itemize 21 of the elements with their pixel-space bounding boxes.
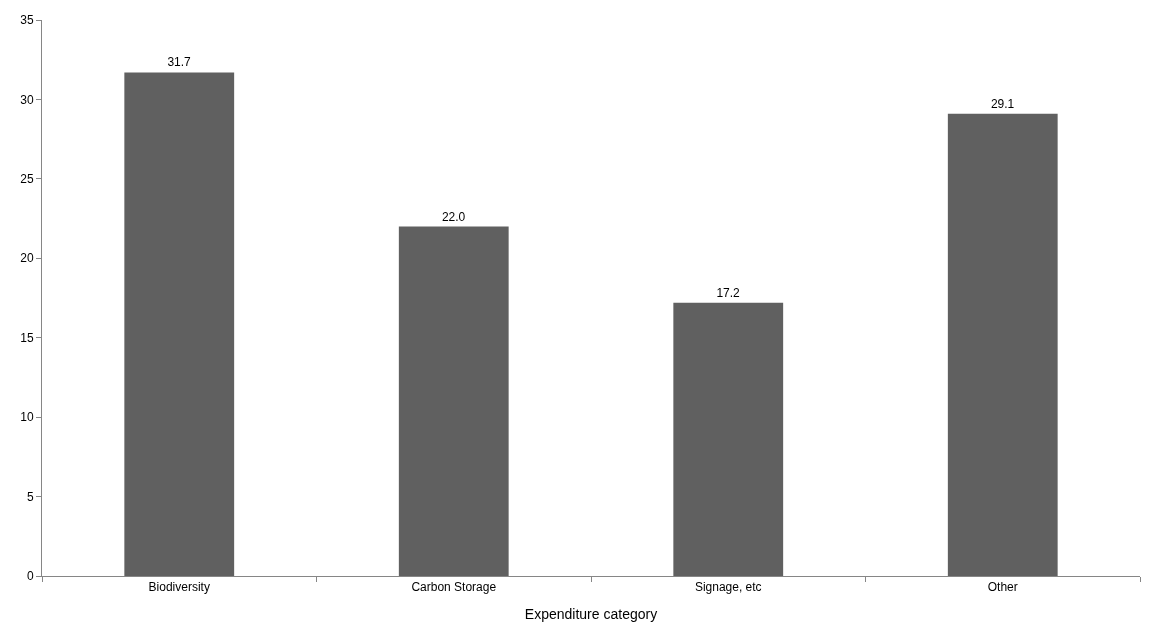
y-tick-label: 20 [20,251,34,266]
x-tick-label: Other [987,580,1018,595]
bar [124,72,235,576]
data-label: 29.1 [990,96,1015,111]
x-tick-label: Signage, etc [694,580,762,595]
y-tick-label: 0 [26,569,34,584]
y-tick-label: 5 [26,489,34,504]
bar [398,226,509,576]
y-tick-label: 15 [20,330,34,345]
y-tick-label: 30 [20,92,34,107]
y-tick-label: 35 [20,13,34,28]
x-axis-title: Expenditure category [524,605,658,622]
bar [947,113,1058,576]
x-tick-label: Biodiversity [148,580,210,595]
data-label: 17.2 [716,285,741,300]
data-label: 22.0 [441,209,466,224]
y-tick-label: 25 [20,172,34,187]
x-tick-label: Carbon Storage [411,580,497,595]
data-label: 31.7 [167,55,192,70]
bar [673,302,784,576]
y-tick-label: 10 [20,410,34,425]
